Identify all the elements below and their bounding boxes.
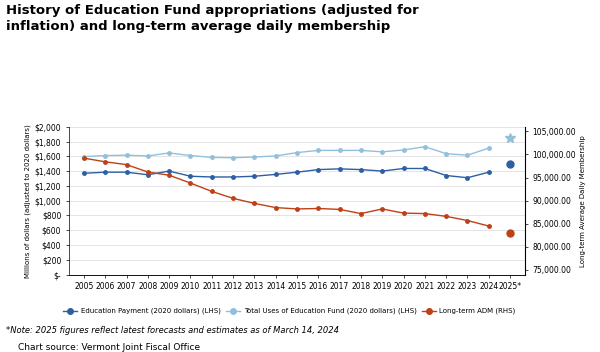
- Long-term ADM (RHS): [101, 160, 109, 164]
- Line: Long-term ADM (RHS): Long-term ADM (RHS): [82, 156, 491, 228]
- Long-term ADM (RHS): [144, 170, 151, 174]
- Education Payment (2020 dollars) (LHS): [485, 170, 493, 174]
- Education Payment (2020 dollars) (LHS): [123, 170, 130, 174]
- Text: History of Education Fund appropriations (adjusted for
inflation) and long-term : History of Education Fund appropriations…: [6, 4, 419, 32]
- Y-axis label: Long-term Average Daily Membership: Long-term Average Daily Membership: [580, 135, 586, 266]
- Total Uses of Education Fund (2020 dollars) (LHS): [336, 148, 343, 152]
- Total Uses of Education Fund (2020 dollars) (LHS): [272, 154, 279, 158]
- Total Uses of Education Fund (2020 dollars) (LHS): [208, 155, 215, 159]
- Education Payment (2020 dollars) (LHS): [293, 170, 301, 174]
- Long-term ADM (RHS): [187, 181, 194, 185]
- Total Uses of Education Fund (2020 dollars) (LHS): [144, 154, 151, 158]
- Long-term ADM (RHS): [166, 173, 173, 177]
- Long-term ADM (RHS): [293, 207, 301, 211]
- Long-term ADM (RHS): [400, 211, 407, 215]
- Education Payment (2020 dollars) (LHS): [251, 174, 258, 178]
- Education Payment (2020 dollars) (LHS): [208, 175, 215, 179]
- Line: Total Uses of Education Fund (2020 dollars) (LHS): Total Uses of Education Fund (2020 dolla…: [82, 145, 491, 159]
- Text: Chart source: Vermont Joint Fiscal Office: Chart source: Vermont Joint Fiscal Offic…: [18, 343, 200, 352]
- Total Uses of Education Fund (2020 dollars) (LHS): [251, 155, 258, 159]
- Total Uses of Education Fund (2020 dollars) (LHS): [358, 148, 365, 152]
- Total Uses of Education Fund (2020 dollars) (LHS): [421, 145, 428, 149]
- Education Payment (2020 dollars) (LHS): [421, 166, 428, 171]
- Long-term ADM (RHS): [315, 206, 322, 210]
- Long-term ADM (RHS): [336, 207, 343, 212]
- Long-term ADM (RHS): [464, 218, 471, 222]
- Total Uses of Education Fund (2020 dollars) (LHS): [400, 148, 407, 152]
- Legend: Education Payment (2020 dollars) (LHS), Total Uses of Education Fund (2020 dolla: Education Payment (2020 dollars) (LHS), …: [64, 308, 515, 314]
- Long-term ADM (RHS): [123, 163, 130, 167]
- Education Payment (2020 dollars) (LHS): [464, 176, 471, 180]
- Total Uses of Education Fund (2020 dollars) (LHS): [101, 153, 109, 158]
- Text: *Note: 2025 figures reflect latest forecasts and estimates as of March 14, 2024: *Note: 2025 figures reflect latest forec…: [6, 326, 339, 335]
- Education Payment (2020 dollars) (LHS): [315, 168, 322, 172]
- Education Payment (2020 dollars) (LHS): [400, 166, 407, 171]
- Education Payment (2020 dollars) (LHS): [336, 167, 343, 171]
- Y-axis label: Millions of dollars (adjusted to 2020 dollars): Millions of dollars (adjusted to 2020 do…: [24, 124, 31, 277]
- Education Payment (2020 dollars) (LHS): [229, 175, 236, 179]
- Long-term ADM (RHS): [358, 212, 365, 216]
- Education Payment (2020 dollars) (LHS): [101, 170, 109, 174]
- Long-term ADM (RHS): [443, 214, 450, 219]
- Education Payment (2020 dollars) (LHS): [358, 168, 365, 172]
- Long-term ADM (RHS): [379, 207, 386, 211]
- Total Uses of Education Fund (2020 dollars) (LHS): [229, 156, 236, 160]
- Total Uses of Education Fund (2020 dollars) (LHS): [443, 152, 450, 156]
- Total Uses of Education Fund (2020 dollars) (LHS): [379, 150, 386, 154]
- Long-term ADM (RHS): [421, 212, 428, 216]
- Total Uses of Education Fund (2020 dollars) (LHS): [166, 151, 173, 155]
- Total Uses of Education Fund (2020 dollars) (LHS): [485, 146, 493, 150]
- Education Payment (2020 dollars) (LHS): [443, 174, 450, 178]
- Line: Education Payment (2020 dollars) (LHS): Education Payment (2020 dollars) (LHS): [82, 167, 491, 180]
- Education Payment (2020 dollars) (LHS): [187, 174, 194, 178]
- Education Payment (2020 dollars) (LHS): [166, 169, 173, 173]
- Long-term ADM (RHS): [80, 156, 88, 160]
- Total Uses of Education Fund (2020 dollars) (LHS): [123, 153, 130, 157]
- Long-term ADM (RHS): [272, 206, 279, 210]
- Education Payment (2020 dollars) (LHS): [144, 172, 151, 177]
- Total Uses of Education Fund (2020 dollars) (LHS): [80, 155, 88, 159]
- Total Uses of Education Fund (2020 dollars) (LHS): [187, 153, 194, 158]
- Long-term ADM (RHS): [485, 224, 493, 228]
- Total Uses of Education Fund (2020 dollars) (LHS): [464, 153, 471, 157]
- Education Payment (2020 dollars) (LHS): [80, 171, 88, 175]
- Education Payment (2020 dollars) (LHS): [272, 172, 279, 176]
- Long-term ADM (RHS): [251, 201, 258, 206]
- Total Uses of Education Fund (2020 dollars) (LHS): [293, 150, 301, 155]
- Long-term ADM (RHS): [208, 189, 215, 194]
- Total Uses of Education Fund (2020 dollars) (LHS): [315, 148, 322, 152]
- Long-term ADM (RHS): [229, 196, 236, 200]
- Education Payment (2020 dollars) (LHS): [379, 169, 386, 173]
